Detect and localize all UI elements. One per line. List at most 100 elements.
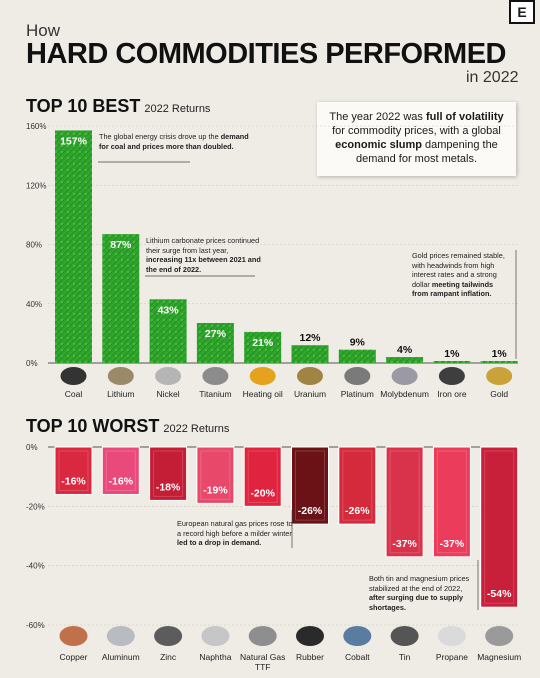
brand-logo: E [509, 0, 535, 24]
category-label-heating-oil: Heating oil [243, 389, 283, 399]
best-subtitle: 2022 Returns [144, 103, 211, 115]
bar-best-heating-oil [244, 331, 282, 363]
bar-label-best-heating-oil: 21% [252, 337, 274, 349]
category-label-nickel: Nickel [157, 389, 180, 399]
best-tick-label: 0% [26, 359, 38, 368]
bar-label-best-gold: 1% [492, 348, 508, 360]
category-label-molybdenum: Molybdenum [380, 389, 429, 399]
commodity-icon-platinum [344, 367, 371, 385]
bar-texture-worst-cobalt [342, 450, 373, 521]
bar-texture-worst-zinc [153, 450, 184, 497]
best-title: TOP 10 BEST [26, 96, 141, 116]
commodity-icon-lithium [107, 367, 134, 385]
worst-title: TOP 10 WORST [26, 416, 160, 436]
category-label-line: Natural Gas [240, 652, 285, 662]
note-coal-emph: demand for coal and prices more than dou… [99, 132, 249, 151]
bar-label-best-lithium: 87% [110, 239, 132, 251]
title-year: in 2022 [466, 69, 519, 86]
category-label-gold: Gold [490, 389, 508, 399]
bar-worst-aluminum [101, 446, 140, 495]
worst-tick-label: -20% [26, 502, 45, 511]
bar-label-worst-natural-gas-ttf: -20% [250, 487, 275, 499]
category-label-tin: Tin [399, 652, 411, 662]
bar-label-best-uranium: 12% [299, 332, 321, 344]
category-label-natural-gas-ttf: Natural Gas TTF [240, 652, 285, 672]
category-label-rubber: Rubber [296, 652, 324, 662]
best-tick-label: 160% [26, 122, 46, 131]
worst-tick-label: -40% [26, 562, 45, 571]
bar-best-titanium [196, 323, 234, 363]
category-label-cobalt: Cobalt [345, 652, 370, 662]
bar-worst-naphtha [196, 446, 235, 504]
note-lithium: Lithium carbonate prices continued their… [146, 236, 266, 274]
bar-best-uranium [291, 345, 329, 363]
callout-text-2: for commodity prices, with a global [332, 125, 501, 137]
bar-worst-magnesium [480, 446, 519, 608]
category-label-lithium: Lithium [107, 389, 134, 399]
bar-texture-worst-rubber [295, 450, 325, 521]
commodity-icon-uranium [297, 367, 323, 385]
best-section-title: TOP 10 BEST 2022 Returns [26, 96, 210, 117]
category-label-platinum: Platinum [341, 389, 374, 399]
callout-text-3: dampening the demand for most metals. [355, 139, 498, 165]
category-label-zinc: Zinc [160, 652, 177, 662]
note-gas-emph: led to a drop in demand. [177, 538, 262, 547]
best-tick-label: 120% [26, 181, 46, 190]
category-label-copper: Copper [60, 652, 88, 662]
commodity-icon-natural-gas-ttf [248, 626, 277, 646]
category-label-iron-ore: Iron ore [437, 389, 467, 399]
bar-label-worst-copper: -16% [61, 475, 86, 487]
bar-texture-worst-natural-gas-ttf [247, 450, 278, 503]
commodity-icon-titanium [202, 367, 229, 385]
bar-label-best-molybdenum: 4% [397, 344, 413, 356]
commodity-icon-zinc [154, 626, 183, 646]
callout-emph-2: economic slump [335, 139, 422, 151]
commodity-icon-coal [60, 367, 87, 385]
bar-best-coal [55, 130, 92, 363]
commodity-icon-magnesium [485, 626, 514, 646]
note-lithium-emph: increasing 11x between 2021 and the end … [146, 255, 261, 274]
title-prefix: How [26, 21, 61, 40]
bar-texture-worst-naphtha [200, 450, 231, 500]
bar-label-worst-rubber: -26% [298, 505, 323, 517]
bar-best-nickel [149, 299, 187, 363]
note-coal-text: The global energy crisis drove up the [99, 132, 221, 141]
note-gas: European natural gas prices rose to a re… [177, 519, 297, 548]
bar-label-worst-propane: -37% [440, 538, 465, 550]
bar-label-best-nickel: 43% [158, 304, 180, 316]
note-gas-text: European natural gas prices rose to a re… [177, 519, 293, 538]
bar-texture-worst-magnesium [484, 450, 515, 604]
category-label-propane: Propane [436, 652, 468, 662]
bar-label-worst-tin: -37% [392, 538, 417, 550]
note-tin: Both tin and magnesium prices stabilized… [369, 574, 474, 612]
bar-label-worst-zinc: -18% [156, 481, 181, 493]
bar-texture-worst-copper [58, 450, 89, 491]
bar-worst-natural-gas-ttf [243, 446, 282, 507]
bar-label-worst-cobalt: -26% [345, 505, 370, 517]
bar-worst-rubber [291, 446, 329, 525]
commodity-icon-heating-oil [249, 367, 276, 385]
best-tick-label: 80% [26, 241, 42, 250]
bar-best-molybdenum [386, 357, 424, 363]
bar-worst-copper [54, 446, 93, 495]
category-label-uranium: Uranium [294, 389, 326, 399]
worst-subtitle: 2022 Returns [163, 423, 230, 435]
note-gold-text: Gold prices remained stable, with headwi… [412, 251, 505, 289]
note-tin-emph: after surging due to supply shortages. [369, 593, 464, 612]
bar-texture-worst-tin [389, 450, 420, 554]
commodity-icon-gold [486, 367, 513, 385]
bar-label-best-platinum: 9% [350, 337, 366, 349]
category-label-aluminum: Aluminum [102, 652, 140, 662]
commodity-icon-aluminum [106, 626, 135, 646]
commodity-icon-copper [59, 626, 88, 646]
bar-label-worst-naphtha: -19% [203, 484, 228, 496]
note-gold-emph: meeting tailwinds from rampant inflation… [412, 279, 494, 299]
note-lithium-text: Lithium carbonate prices continued their… [146, 236, 260, 255]
bar-best-lithium [102, 234, 140, 363]
bar-label-worst-magnesium: -54% [487, 588, 512, 600]
worst-tick-label: 0% [26, 443, 38, 452]
category-label-coal: Coal [65, 389, 83, 399]
category-label-line: TTF [255, 662, 271, 672]
worst-section-title: TOP 10 WORST 2022 Returns [26, 416, 229, 437]
